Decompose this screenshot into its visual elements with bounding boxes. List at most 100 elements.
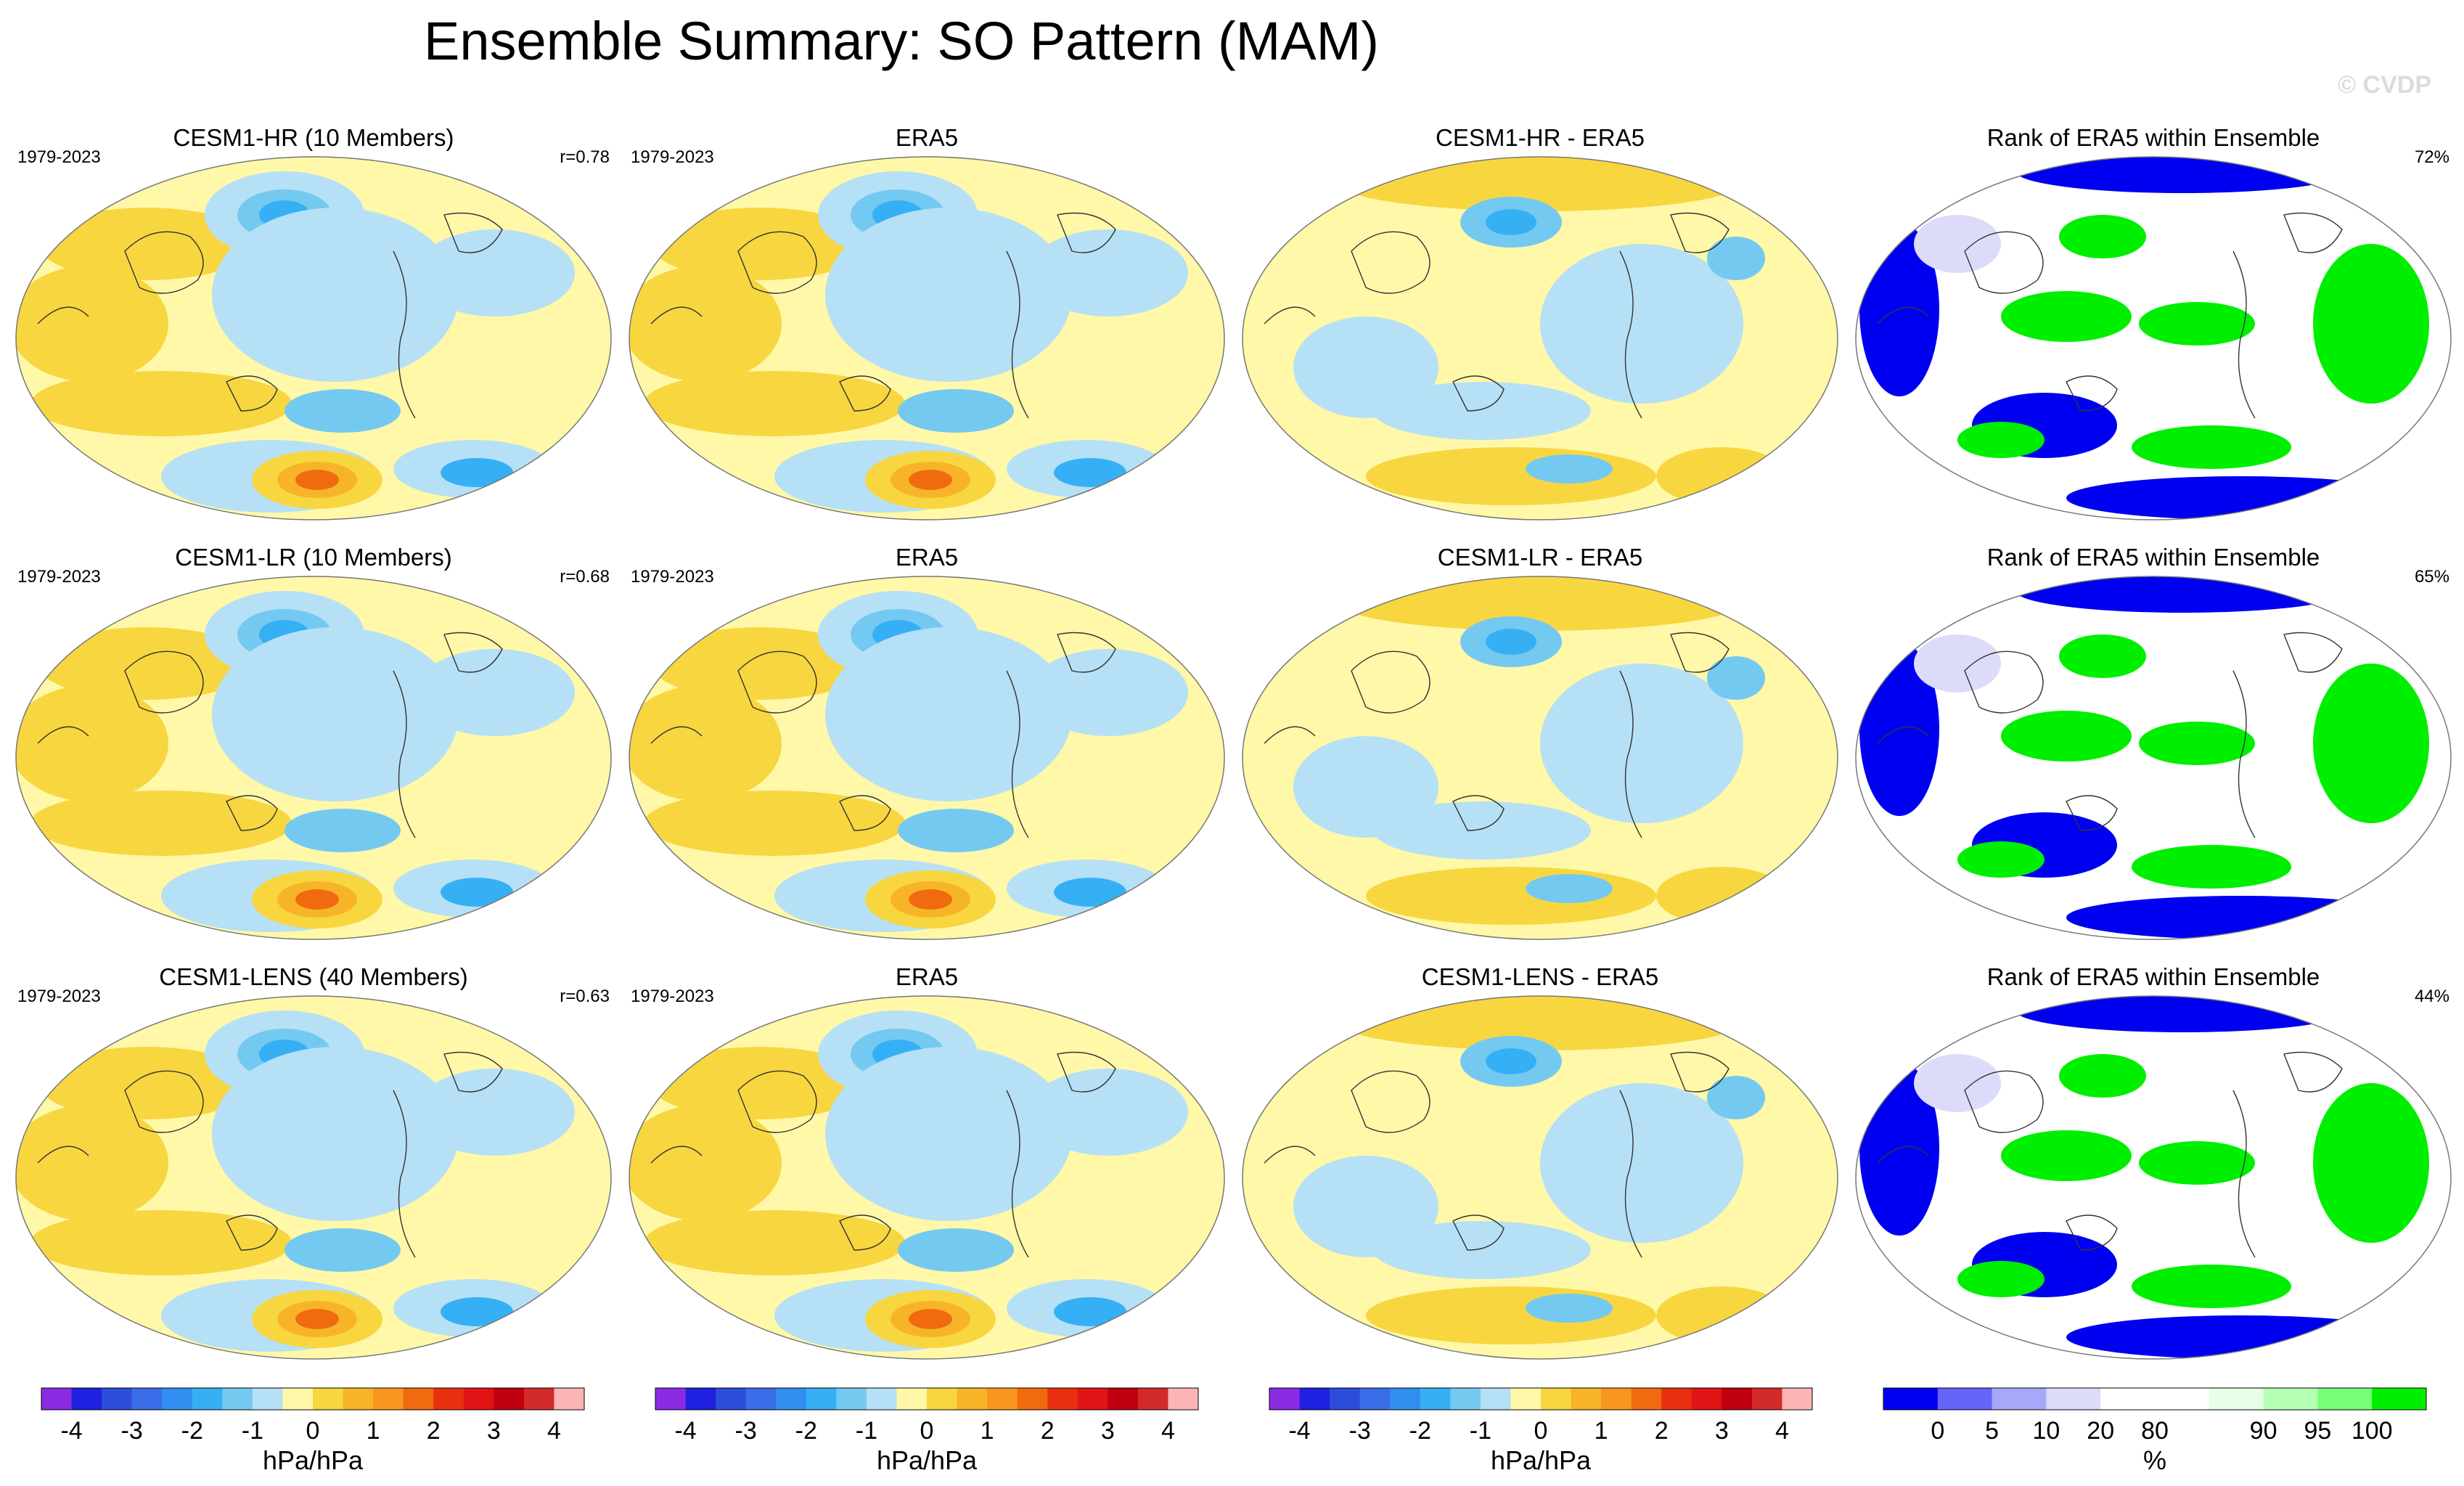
- field-contour: [644, 371, 905, 436]
- field-contour: [415, 1069, 575, 1156]
- panel-stat: 72%: [2415, 147, 2449, 167]
- map-field: [629, 576, 1225, 940]
- map-field: [15, 995, 612, 1360]
- colorbar-segment: [433, 1388, 464, 1410]
- field-contour: [16, 266, 168, 382]
- colorbar-segment: [1108, 1388, 1139, 1410]
- map-panel: CESM1-LR - ERA5: [1242, 544, 1838, 940]
- colorbar-segment: [313, 1388, 344, 1410]
- colorbar-segment: [1299, 1388, 1330, 1410]
- field-contour: [898, 389, 1014, 433]
- colorbar-segment: [1168, 1388, 1199, 1410]
- field-contour: [2015, 576, 2349, 613]
- colorbar-segment: [1937, 1388, 1993, 1410]
- field-contour: [651, 627, 869, 700]
- colorbar-segment: [1631, 1388, 1662, 1410]
- field-contour: [825, 208, 1072, 382]
- field-contour: [909, 1309, 952, 1329]
- coastline: [1264, 632, 1730, 838]
- panel-period: 1979-2023: [17, 147, 101, 167]
- field-contour: [2132, 845, 2291, 889]
- field-contour: [1373, 382, 1591, 440]
- field-contour: [1486, 209, 1536, 235]
- field-contour: [2313, 244, 2429, 404]
- field-contour: [16, 1105, 168, 1221]
- colorbar-segment: [1722, 1388, 1753, 1410]
- figure-title: Ensemble Summary: SO Pattern (MAM): [424, 11, 1379, 71]
- map-panel: ERA5 1979-2023: [629, 963, 1225, 1360]
- colorbar: -4 -3 -2 -1 0 1 2 3 4 hPa/hPa: [655, 1387, 1199, 1475]
- colorbar-tick-label: -2: [795, 1417, 817, 1445]
- colorbar-tick-label: 10: [2032, 1417, 2060, 1445]
- field-contour: [909, 889, 952, 910]
- colorbar-segment: [2372, 1388, 2427, 1410]
- colorbar: -4 -3 -2 -1 0 1 2 3 4 hPa/hPa: [1269, 1387, 1813, 1475]
- colorbar-segment: [102, 1388, 133, 1410]
- field-contour: [1028, 649, 1188, 736]
- map-panel: CESM1-LENS (40 Members) 1979-2023 r=0.63: [15, 963, 612, 1360]
- colorbar-segment: [2155, 1388, 2210, 1410]
- colorbar-segment: [836, 1388, 867, 1410]
- panel-title: Rank of ERA5 within Ensemble: [1987, 124, 2320, 151]
- colorbar-segment: [1691, 1388, 1722, 1410]
- field-contour: [1054, 1297, 1126, 1326]
- panel-stat: r=0.63: [560, 987, 610, 1006]
- field-contour: [1957, 841, 2045, 878]
- colorbar-segment: [716, 1388, 747, 1410]
- field-contour: [1526, 874, 1613, 903]
- colorbar-segment: [343, 1388, 374, 1410]
- field-contour: [898, 809, 1014, 852]
- field-contour: [825, 627, 1072, 801]
- field-contour: [1366, 447, 1656, 505]
- field-contour: [1540, 664, 1743, 823]
- colorbar-tick-label: 4: [1775, 1417, 1789, 1445]
- colorbar-tick-label: 0: [306, 1417, 320, 1445]
- colorbar-tick-label: 4: [1161, 1417, 1175, 1445]
- colorbar-tick-label: -1: [856, 1417, 877, 1445]
- colorbar-unit-label: hPa/hPa: [263, 1445, 364, 1475]
- panel-title: ERA5: [896, 963, 958, 990]
- colorbar-tick-label: 2: [1041, 1417, 1055, 1445]
- colorbar-tick-label: -2: [181, 1417, 203, 1445]
- map-field: [629, 995, 1225, 1360]
- colorbar-segment: [131, 1388, 163, 1410]
- colorbar-tick-label: 0: [1534, 1417, 1548, 1445]
- colorbar: 0 5 10 20 80 90 95 100%: [1883, 1387, 2427, 1475]
- panel-title: Rank of ERA5 within Ensemble: [1987, 963, 2320, 990]
- field-contour: [441, 878, 513, 907]
- colorbar-segment: [1450, 1388, 1481, 1410]
- field-contour: [415, 649, 575, 736]
- panel-period: 1979-2023: [631, 147, 714, 167]
- map-field: [1855, 156, 2452, 520]
- field-contour: [629, 266, 782, 382]
- colorbar-tick-label: 80: [2141, 1417, 2169, 1445]
- field-contour: [1028, 1069, 1188, 1156]
- field-contour: [295, 1309, 339, 1329]
- colorbar-tick-label: 100: [2352, 1417, 2393, 1445]
- field-contour: [295, 470, 339, 490]
- colorbar-segment: [373, 1388, 404, 1410]
- colorbar-segment: [1480, 1388, 1511, 1410]
- colorbar-segment: [1510, 1388, 1542, 1410]
- colorbar-tick-label: 3: [1101, 1417, 1115, 1445]
- panel-title: ERA5: [896, 544, 958, 571]
- colorbar-segment: [252, 1388, 283, 1410]
- panel-title: CESM1-LENS - ERA5: [1422, 963, 1658, 990]
- colorbar-tick-label: 90: [2250, 1417, 2277, 1445]
- field-contour: [1707, 237, 1765, 280]
- colorbar-segment: [866, 1388, 897, 1410]
- field-contour: [1526, 1294, 1613, 1323]
- colorbar-segment: [745, 1388, 777, 1410]
- colorbar-segment: [403, 1388, 434, 1410]
- colorbar-segment: [71, 1388, 102, 1410]
- field-contour: [30, 1210, 292, 1275]
- panel-stat: 65%: [2415, 567, 2449, 587]
- colorbars: -4 -3 -2 -1 0 1 2 3 4 hPa/hPa -4 -3 -2 -1 0 1 2 3 4 hPa/hPa…: [41, 1387, 2427, 1475]
- colorbar-tick-label: 95: [2304, 1417, 2331, 1445]
- coastline: [650, 212, 1116, 419]
- field-contour: [285, 1228, 401, 1272]
- panel-title: Rank of ERA5 within Ensemble: [1987, 544, 2320, 571]
- field-contour: [1054, 878, 1126, 907]
- colorbar-tick-label: -1: [1470, 1417, 1491, 1445]
- map-field: [1855, 995, 2452, 1360]
